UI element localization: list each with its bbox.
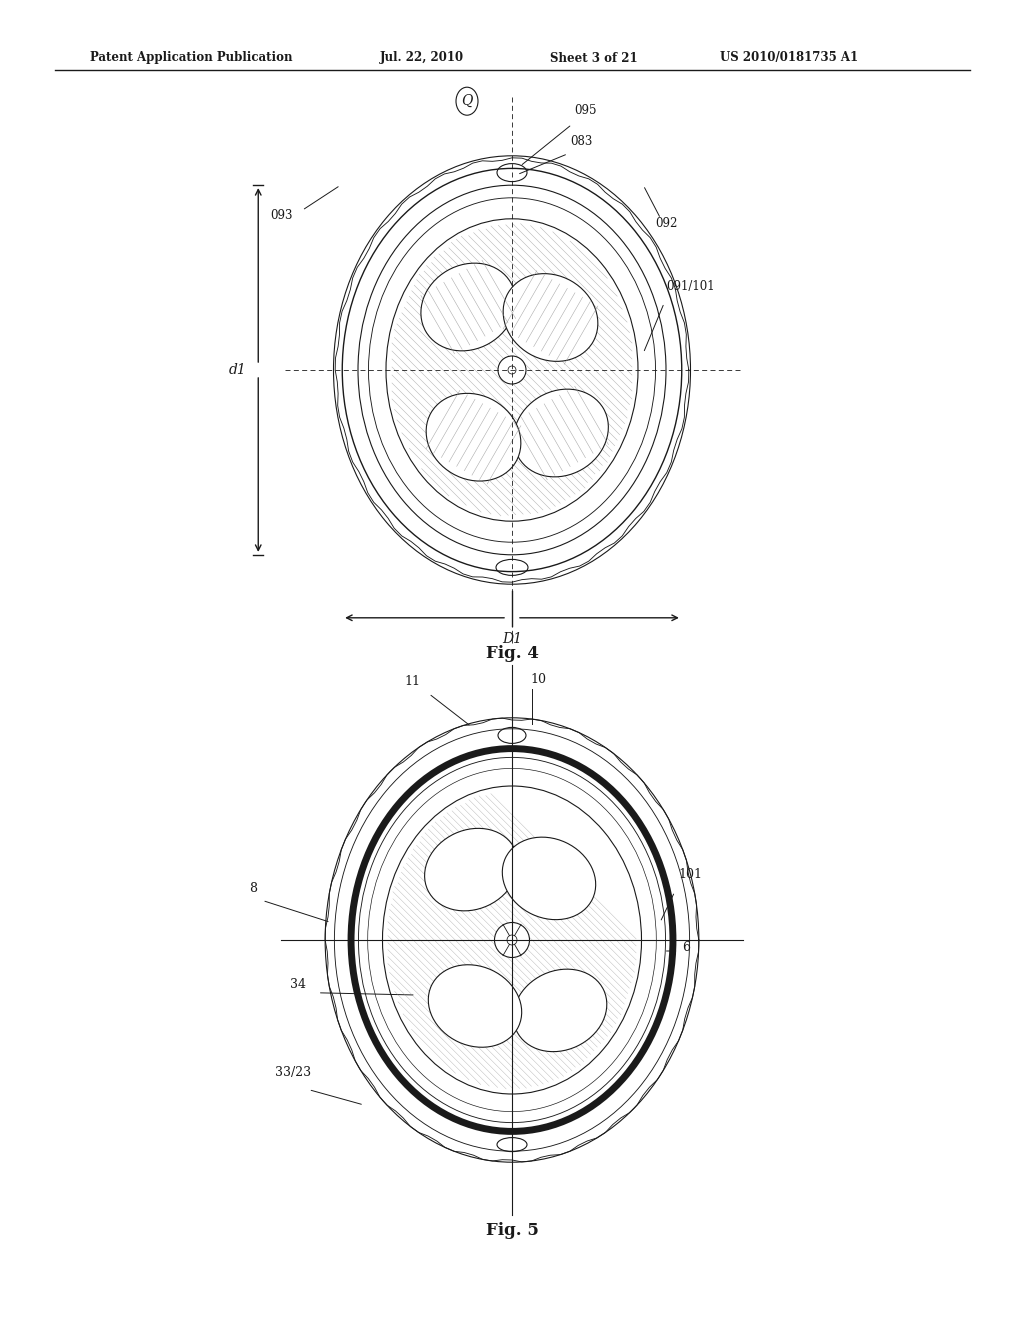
Text: Q: Q bbox=[462, 94, 473, 108]
Text: 6: 6 bbox=[682, 941, 690, 954]
Text: d1: d1 bbox=[228, 363, 246, 378]
Text: 10: 10 bbox=[530, 673, 546, 685]
Ellipse shape bbox=[498, 356, 526, 384]
Ellipse shape bbox=[503, 273, 598, 362]
Text: 083: 083 bbox=[570, 135, 592, 148]
Ellipse shape bbox=[513, 969, 607, 1052]
Text: 8: 8 bbox=[249, 882, 257, 895]
Text: 34: 34 bbox=[290, 978, 306, 991]
Text: US 2010/0181735 A1: US 2010/0181735 A1 bbox=[720, 51, 858, 65]
Text: Sheet 3 of 21: Sheet 3 of 21 bbox=[550, 51, 638, 65]
Ellipse shape bbox=[495, 923, 529, 957]
Text: 101: 101 bbox=[679, 869, 702, 882]
Text: 093: 093 bbox=[270, 209, 293, 222]
Ellipse shape bbox=[514, 389, 608, 477]
Text: 11: 11 bbox=[404, 675, 421, 688]
Ellipse shape bbox=[421, 263, 516, 351]
Text: Fig. 4: Fig. 4 bbox=[485, 645, 539, 663]
Text: Fig. 5: Fig. 5 bbox=[485, 1222, 539, 1239]
Ellipse shape bbox=[425, 829, 518, 911]
Polygon shape bbox=[335, 158, 689, 582]
Text: 092: 092 bbox=[655, 218, 678, 230]
Text: 33/23: 33/23 bbox=[275, 1067, 311, 1080]
Ellipse shape bbox=[428, 965, 521, 1047]
Text: 095: 095 bbox=[574, 104, 597, 116]
Ellipse shape bbox=[503, 837, 596, 920]
Text: 091/101: 091/101 bbox=[666, 280, 715, 293]
Text: Jul. 22, 2010: Jul. 22, 2010 bbox=[380, 51, 464, 65]
Text: Patent Application Publication: Patent Application Publication bbox=[90, 51, 293, 65]
Polygon shape bbox=[326, 718, 698, 1162]
Text: D1: D1 bbox=[502, 632, 522, 645]
Ellipse shape bbox=[426, 393, 521, 480]
